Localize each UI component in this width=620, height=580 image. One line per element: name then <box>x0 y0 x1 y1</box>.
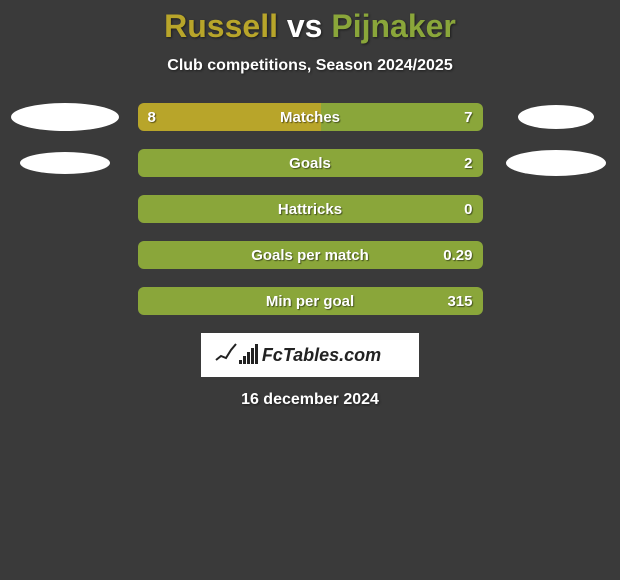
title-vs: vs <box>287 8 323 44</box>
stat-label: Goals <box>138 149 483 177</box>
brand-box[interactable]: FcTables.com <box>201 333 419 377</box>
ellipse-slot-left <box>10 103 120 131</box>
stat-bar: 8Matches7 <box>138 103 483 131</box>
comparison-panel: Russell vs Pijnaker Club competitions, S… <box>0 0 620 409</box>
stat-bar: Hattricks0 <box>138 195 483 223</box>
stat-label: Min per goal <box>138 287 483 315</box>
ellipse-slot-right <box>501 105 611 129</box>
stat-value-right: 0 <box>464 195 472 223</box>
subtitle: Club competitions, Season 2024/2025 <box>0 57 620 75</box>
stat-value-right: 0.29 <box>443 241 472 269</box>
title-player1: Russell <box>164 8 278 44</box>
title: Russell vs Pijnaker <box>0 8 620 45</box>
stat-value-right: 315 <box>447 287 472 315</box>
stat-bar: Goals2 <box>138 149 483 177</box>
ellipse-slot-right <box>501 150 611 176</box>
stat-row: Hattricks0 <box>0 195 620 223</box>
ellipse-slot-left <box>10 152 120 174</box>
stat-row: 8Matches7 <box>0 103 620 131</box>
player-ellipse-left <box>11 103 119 131</box>
bars-icon <box>239 346 258 364</box>
stat-row: Goals per match0.29 <box>0 241 620 269</box>
stat-row: Goals2 <box>0 149 620 177</box>
player-ellipse-right <box>518 105 594 129</box>
player-ellipse-right <box>506 150 606 176</box>
stat-row: Min per goal315 <box>0 287 620 315</box>
stat-label: Hattricks <box>138 195 483 223</box>
stats-rows: 8Matches7 Goals2 Hattricks0 Goals per match… <box>0 103 620 315</box>
stat-label: Goals per match <box>138 241 483 269</box>
stat-value-right: 7 <box>464 103 472 131</box>
stat-label: Matches <box>138 103 483 131</box>
title-player2: Pijnaker <box>331 8 456 44</box>
stat-value-right: 2 <box>464 149 472 177</box>
brand-text: FcTables.com <box>262 345 381 366</box>
stat-bar: Goals per match0.29 <box>138 241 483 269</box>
player-ellipse-left <box>20 152 110 174</box>
stat-bar: Min per goal315 <box>138 287 483 315</box>
date-text: 16 december 2024 <box>0 391 620 409</box>
